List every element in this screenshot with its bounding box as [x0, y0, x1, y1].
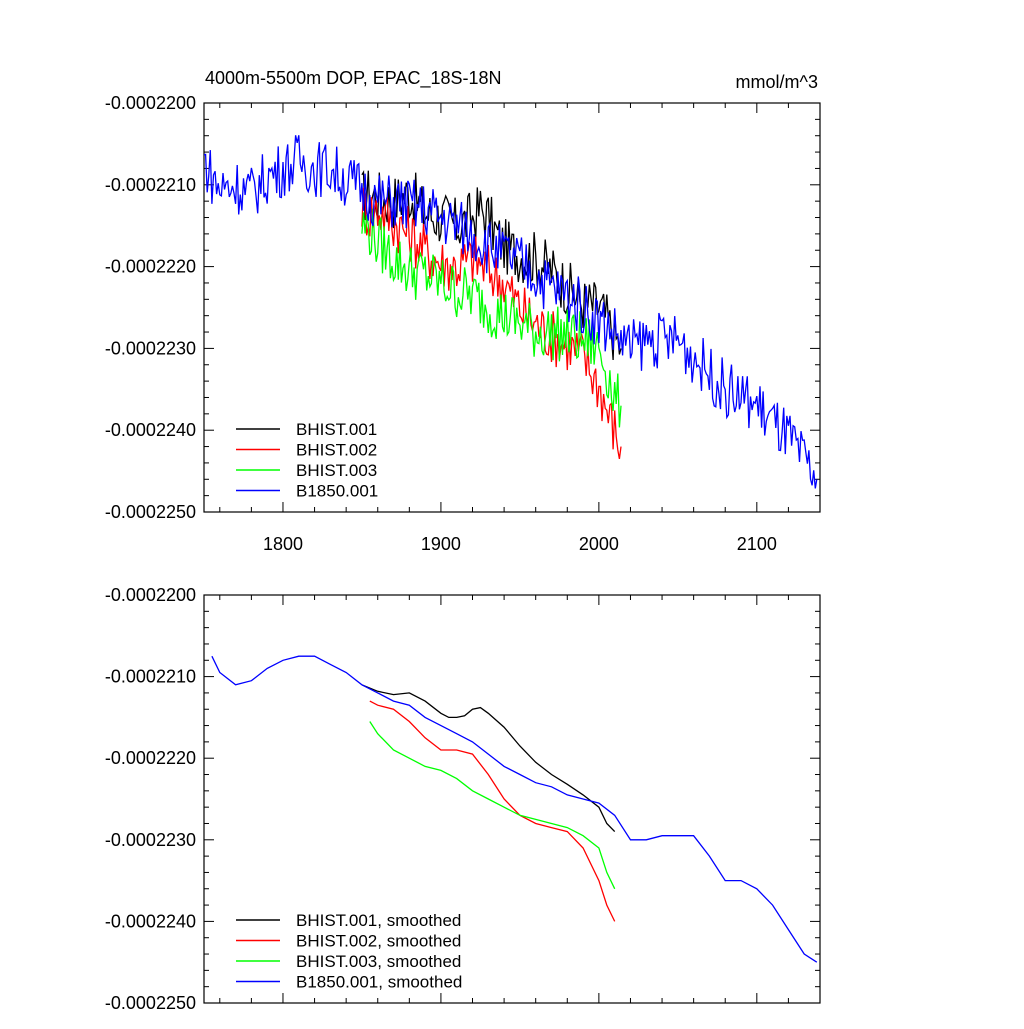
- plot-frame: [203, 102, 821, 513]
- y-tick-label: -0.0002250: [105, 993, 196, 1013]
- x-tick-label: 1800: [263, 534, 303, 554]
- y-tick-label: -0.0002210: [105, 175, 196, 195]
- legend-label: BHIST.001, smoothed: [296, 911, 461, 930]
- x-tick-label: 2000: [579, 534, 619, 554]
- legend-label: B1850.001, smoothed: [296, 973, 462, 992]
- y-tick-label: -0.0002220: [105, 257, 196, 277]
- x-tick-label: 1900: [421, 534, 461, 554]
- x-tick-label: 2100: [737, 534, 777, 554]
- legend-label: B1850.001: [296, 482, 378, 501]
- plot-frame: [203, 594, 821, 1004]
- y-tick-label: -0.0002230: [105, 830, 196, 850]
- series-line: [361, 187, 622, 460]
- series-line: [361, 208, 622, 428]
- series-line: [369, 721, 616, 890]
- series-line: [204, 135, 818, 489]
- legend-label: BHIST.002, smoothed: [296, 932, 461, 951]
- series-line: [211, 655, 818, 963]
- units-label: mmol/m^3: [736, 72, 818, 92]
- y-tick-label: -0.0002250: [105, 502, 196, 522]
- bottom-panel: -0.0002200 -0.0002210 -0.0002220 -0.0002230…: [105, 585, 821, 1013]
- y-tick-label: -0.0002230: [105, 338, 196, 358]
- y-tick-label: -0.0002240: [105, 420, 196, 440]
- legend-label: BHIST.003: [296, 461, 377, 480]
- legend-label: BHIST.003, smoothed: [296, 952, 461, 971]
- y-tick-label: -0.0002200: [105, 585, 196, 605]
- series-line: [369, 700, 616, 922]
- y-tick-label: -0.0002200: [105, 93, 196, 113]
- y-tick-label: -0.0002240: [105, 911, 196, 931]
- series-line: [361, 684, 616, 833]
- top-panel: -0.0002200 -0.0002210 -0.0002220 -0.0002230…: [105, 93, 821, 554]
- legend-label: BHIST.002: [296, 441, 377, 460]
- legend-label: BHIST.001: [296, 420, 377, 439]
- chart-title: 4000m-5500m DOP, EPAC_18S-18N: [205, 68, 502, 89]
- y-tick-label: -0.0002220: [105, 748, 196, 768]
- y-tick-label: -0.0002210: [105, 667, 196, 687]
